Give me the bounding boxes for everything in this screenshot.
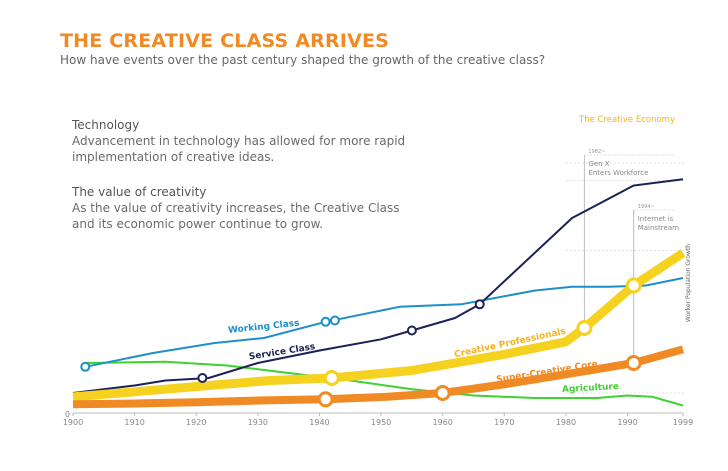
working-marker: [320, 316, 331, 327]
creative-economy-label: The Creative Economy: [578, 115, 675, 125]
x-tick-label: 1900: [63, 418, 83, 427]
technology-heading: Technology: [72, 118, 140, 132]
super-marker: [434, 385, 451, 401]
x-tick-label: 1999: [673, 418, 693, 427]
event-date-label: 1982~: [588, 149, 605, 155]
super-marker: [317, 391, 334, 408]
y-axis-label: Worker Population Growth: [685, 244, 692, 322]
creative-marker: [625, 277, 642, 294]
working-marker: [329, 315, 340, 326]
service-series-line: [72, 178, 684, 394]
service-marker: [406, 325, 417, 336]
creativity-note: The value of creativity As the value of …: [72, 184, 417, 232]
x-tick-label: 1950: [371, 418, 391, 427]
x-tick-label: 1960: [433, 418, 453, 427]
x-axis-ticks: 1900 1910 1920 1930 1940 1950 1960 1970 1980 1990…: [63, 413, 693, 427]
super-series-line: [72, 345, 685, 409]
x-tick-label: 1910: [124, 418, 144, 427]
creativity-body: As the value of creativity increases, th…: [72, 201, 400, 231]
working-series-line: [85, 277, 684, 368]
gridlines: [565, 162, 685, 394]
service-class-label: Service Class: [248, 342, 316, 362]
creative-marker: [576, 320, 593, 336]
working-marker: [80, 361, 91, 372]
creative-series-line: [72, 249, 686, 402]
event-label: Gen X Enters Workforce: [588, 160, 648, 177]
x-tick-label: 1970: [494, 418, 514, 427]
working-class-label: Working Class: [228, 319, 300, 336]
event-label: Internet is Mainstream: [638, 215, 679, 232]
service-marker: [474, 299, 485, 310]
series-lines: [72, 178, 686, 409]
x-tick-label: 1990: [617, 418, 637, 427]
creative-marker: [323, 370, 340, 386]
technology-note: Technology Advancement in technology has…: [72, 117, 417, 165]
technology-body: Advancement in technology has allowed fo…: [72, 134, 406, 164]
y-zero-label: 0: [65, 410, 70, 419]
service-marker: [197, 373, 208, 383]
event-date-label: 1994~: [638, 204, 655, 210]
x-tick-label: 1980: [556, 418, 576, 427]
super-marker: [625, 355, 642, 371]
creativity-heading: The value of creativity: [72, 185, 207, 199]
event-annotations: 1982~ Gen X Enters Workforce 1994~ Internet …: [583, 149, 679, 363]
x-tick-label: 1930: [248, 418, 268, 427]
series-markers: [80, 277, 642, 408]
chart-subtitle: How have events over the past century sh…: [60, 53, 546, 67]
x-tick-label: 1940: [309, 418, 329, 427]
x-tick-label: 1920: [186, 418, 206, 427]
agriculture-label: Agriculture: [562, 382, 619, 395]
chart-title: THE CREATIVE CLASS ARRIVES: [60, 30, 390, 52]
